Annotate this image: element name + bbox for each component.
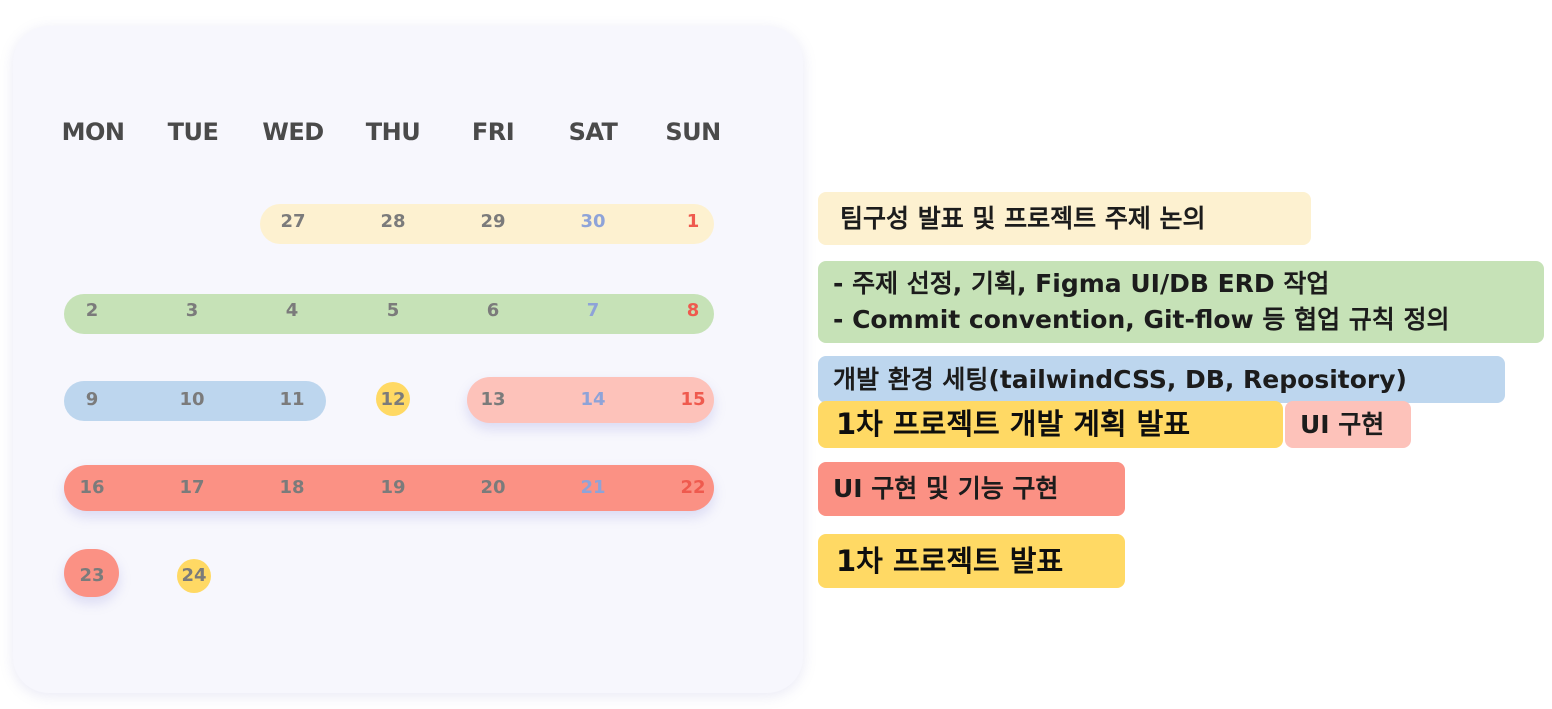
date-19: 19 <box>380 477 406 498</box>
date-23: 23 <box>79 565 105 586</box>
week1-range-bar <box>260 204 714 244</box>
date-9: 9 <box>85 389 99 410</box>
weekday-mon: MON <box>61 118 125 146</box>
date-8: 8 <box>686 300 700 321</box>
date-10: 10 <box>179 389 205 410</box>
date-3: 3 <box>185 300 199 321</box>
weekday-sun: SUN <box>665 118 721 146</box>
date-7: 7 <box>586 300 600 321</box>
day23-dot <box>64 549 119 597</box>
date-1: 1 <box>686 211 700 232</box>
date-14: 14 <box>580 389 606 410</box>
event-planning-line1: - 주제 선정, 기획, Figma UI/DB ERD 작업 <box>833 269 1330 298</box>
event-planning: - 주제 선정, 기획, Figma UI/DB ERD 작업 - Commit… <box>818 261 1544 343</box>
weekday-wed: WED <box>262 118 324 146</box>
date-11: 11 <box>279 389 305 410</box>
event-plan-presentation-text: 1차 프로젝트 개발 계획 발표 <box>836 407 1191 441</box>
weekday-thu: THU <box>365 118 421 146</box>
date-4: 4 <box>285 300 299 321</box>
date-24: 24 <box>181 565 207 586</box>
date-2: 2 <box>85 300 99 321</box>
week2-range-bar <box>64 294 714 334</box>
date-6: 6 <box>486 300 500 321</box>
date-12: 12 <box>380 389 406 410</box>
date-15: 15 <box>680 389 706 410</box>
date-18: 18 <box>279 477 305 498</box>
event-planning-line2: - Commit convention, Git-flow 등 협업 규칙 정의 <box>833 305 1450 334</box>
date-28: 28 <box>380 211 406 232</box>
date-20: 20 <box>480 477 506 498</box>
weekday-sat: SAT <box>568 118 618 146</box>
event-final-presentation: 1차 프로젝트 발표 <box>818 534 1125 588</box>
date-5: 5 <box>386 300 400 321</box>
weekday-tue: TUE <box>167 118 219 146</box>
event-team-formation-text: 팀구성 발표 및 프로젝트 주제 논의 <box>840 204 1206 233</box>
setup-range-bar <box>64 381 326 421</box>
event-env-setup: 개발 환경 세팅(tailwindCSS, DB, Repository) <box>818 356 1505 403</box>
date-29: 29 <box>480 211 506 232</box>
date-13: 13 <box>480 389 506 410</box>
final-presentation-dot <box>177 559 211 593</box>
date-17: 17 <box>179 477 205 498</box>
plan-presentation-dot <box>376 382 410 416</box>
event-plan-presentation: 1차 프로젝트 개발 계획 발표 <box>818 401 1283 448</box>
date-27: 27 <box>280 211 306 232</box>
event-env-setup-text: 개발 환경 세팅(tailwindCSS, DB, Repository) <box>833 365 1407 394</box>
event-ui-feature-impl: UI 구현 및 기능 구현 <box>818 462 1125 516</box>
event-ui-impl-text: UI 구현 <box>1300 410 1385 439</box>
feature-impl-range-bar <box>64 465 714 511</box>
ui-impl-range-bar <box>467 377 714 423</box>
date-30: 30 <box>580 211 606 232</box>
weekday-fri: FRI <box>471 118 515 146</box>
date-16: 16 <box>79 477 105 498</box>
date-21: 21 <box>580 477 606 498</box>
calendar-card <box>13 26 803 693</box>
event-ui-feature-impl-text: UI 구현 및 기능 구현 <box>833 474 1059 503</box>
date-22: 22 <box>680 477 706 498</box>
event-final-presentation-text: 1차 프로젝트 발표 <box>836 544 1064 578</box>
event-ui-impl: UI 구현 <box>1285 401 1411 448</box>
event-team-formation: 팀구성 발표 및 프로젝트 주제 논의 <box>818 192 1311 245</box>
